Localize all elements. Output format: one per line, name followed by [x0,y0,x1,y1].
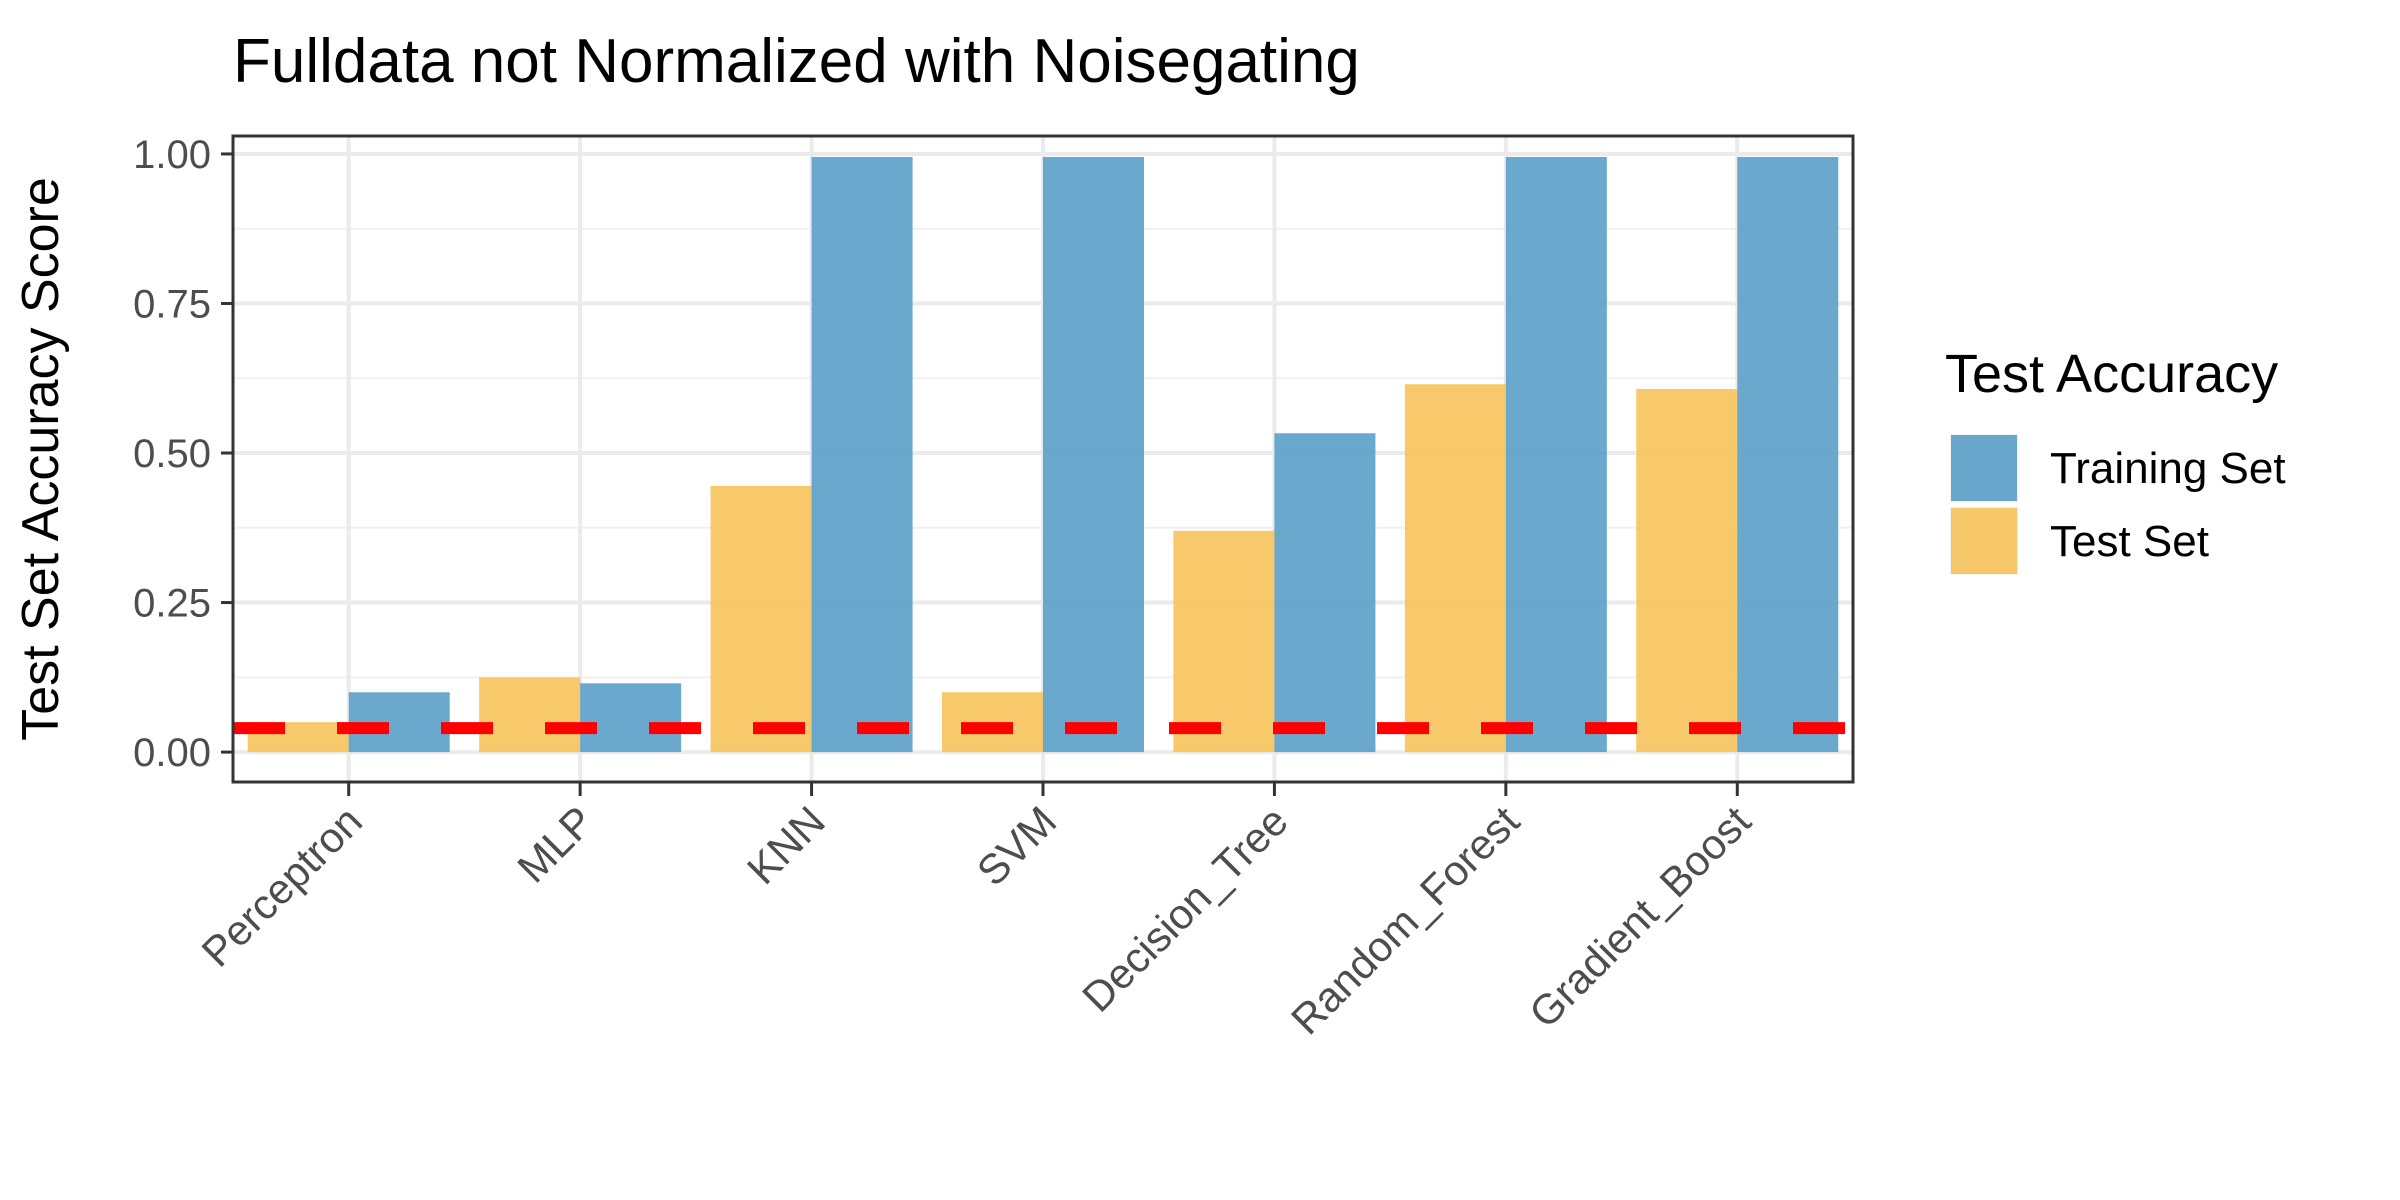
y-tick-label: 0.25 [133,582,211,626]
legend-key-training-set [1951,435,2017,501]
chart-title: Fulldata not Normalized with Noisegating [233,27,1360,96]
y-axis-label: Test Set Accuracy Score [12,177,70,741]
bar-test-set-decision_tree [1173,530,1275,753]
x-tick-label: Perceptron [193,797,372,976]
x-tick-label: MLP [508,797,602,891]
legend-label: Test Set [2050,517,2209,566]
x-tick-label: Decision_Tree [1073,797,1297,1021]
bar-test-set-random_forest [1404,384,1506,753]
bar-test-set-knn [710,485,812,753]
x-tick-label: Random_Forest [1282,797,1528,1043]
x-tick-label: Gradient_Boost [1520,797,1760,1037]
bar-training-set-svm [1043,156,1144,753]
x-tick-label: KNN [738,797,834,893]
y-tick-label: 1.00 [133,133,211,177]
bar-test-set-mlp [479,677,581,753]
y-tick-label: 0.50 [133,432,211,476]
x-tick-label: SVM [968,797,1066,895]
y-tick-label: 0.75 [133,282,211,326]
bar-training-set-random_forest [1505,156,1607,753]
bar-training-set-mlp [580,683,682,753]
legend-label: Training Set [2050,444,2286,493]
bar-training-set-decision_tree [1274,433,1376,753]
y-tick-label: 0.00 [133,731,211,775]
bar-training-set-gradient_boost [1737,156,1839,753]
bar-training-set-knn [811,156,913,753]
legend: Test Accuracy Training Set Test Set [1945,344,2286,575]
plot-area: 0.00 0.25 0.50 0.75 1.00 Perceptron MLP KNN SVM D… [133,133,1855,1043]
legend-key-test-set [1951,508,2017,574]
bar-test-set-gradient_boost [1636,389,1738,753]
legend-title: Test Accuracy [1945,344,2278,404]
